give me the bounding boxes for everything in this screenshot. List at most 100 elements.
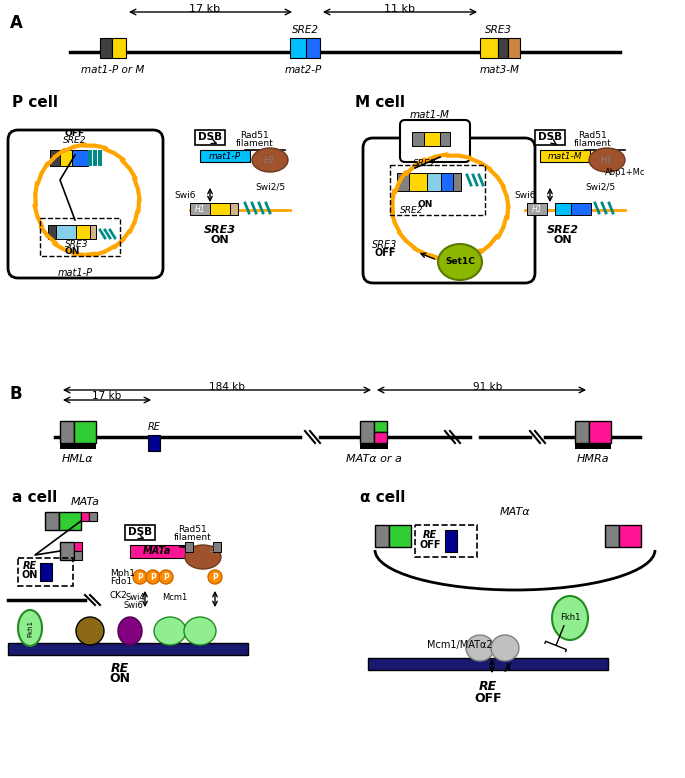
Text: ✗: ✗ — [503, 661, 513, 675]
Text: 184 kb: 184 kb — [209, 382, 245, 392]
Text: filament: filament — [174, 534, 212, 542]
Text: Fdo1: Fdo1 — [110, 577, 132, 587]
Text: HMRa: HMRa — [577, 454, 610, 464]
Bar — [498, 38, 508, 58]
Text: mat2-P: mat2-P — [284, 65, 322, 75]
FancyBboxPatch shape — [8, 130, 163, 278]
Text: OFF: OFF — [474, 692, 502, 705]
Text: SRE3: SRE3 — [65, 240, 88, 248]
Bar — [45, 512, 59, 530]
Bar — [374, 432, 387, 443]
Text: Fkh1: Fkh1 — [27, 619, 33, 636]
Bar — [427, 173, 441, 191]
Bar — [412, 132, 424, 146]
Bar — [98, 150, 102, 166]
Bar — [540, 150, 590, 162]
Bar — [440, 132, 450, 146]
Bar — [508, 38, 520, 58]
Circle shape — [208, 570, 222, 584]
Bar — [76, 225, 90, 239]
Text: MATα or a: MATα or a — [346, 454, 402, 464]
Bar — [397, 173, 409, 191]
Text: Rad51: Rad51 — [579, 131, 608, 139]
Text: mat1-M: mat1-M — [410, 110, 450, 120]
Bar — [60, 421, 74, 443]
Bar — [89, 512, 97, 521]
Text: RE: RE — [147, 422, 160, 432]
Bar — [415, 525, 477, 557]
Bar — [74, 542, 82, 551]
Bar — [59, 512, 81, 530]
Text: P: P — [212, 573, 218, 581]
Text: mat1-P: mat1-P — [58, 268, 92, 278]
Text: MATα: MATα — [499, 507, 530, 517]
Bar — [190, 203, 210, 215]
Text: ON: ON — [553, 235, 572, 245]
Text: MATa: MATa — [71, 497, 99, 507]
Text: Mph1: Mph1 — [110, 569, 135, 577]
Text: B: B — [10, 385, 23, 403]
Bar — [290, 38, 306, 58]
Bar — [48, 225, 56, 239]
Text: ON: ON — [417, 199, 433, 209]
Text: H1: H1 — [532, 205, 543, 213]
Bar — [125, 525, 155, 540]
Ellipse shape — [466, 635, 494, 661]
FancyBboxPatch shape — [400, 120, 470, 162]
Bar — [100, 38, 112, 58]
Bar — [74, 551, 82, 560]
Text: ON: ON — [211, 235, 229, 245]
Bar — [480, 38, 498, 58]
Ellipse shape — [552, 596, 588, 640]
Text: P: P — [163, 573, 169, 581]
Bar — [148, 435, 160, 451]
Text: SRE3: SRE3 — [484, 25, 512, 35]
Text: A: A — [10, 14, 23, 32]
Bar — [185, 542, 193, 552]
Bar — [88, 150, 92, 166]
Bar — [230, 203, 238, 215]
Text: Swi4: Swi4 — [125, 593, 145, 601]
Text: SRE2: SRE2 — [547, 225, 579, 235]
Bar — [619, 525, 641, 547]
Text: 17 kb: 17 kb — [92, 391, 122, 401]
Bar — [112, 38, 126, 58]
Bar — [453, 173, 461, 191]
Bar — [200, 150, 250, 162]
Bar — [575, 421, 589, 443]
Text: H1: H1 — [601, 156, 613, 164]
Circle shape — [146, 570, 160, 584]
Ellipse shape — [18, 610, 42, 646]
Circle shape — [159, 570, 173, 584]
Text: Set1C: Set1C — [445, 258, 475, 267]
Bar — [575, 443, 611, 449]
Text: ON: ON — [22, 570, 38, 580]
Text: Mcm1: Mcm1 — [162, 593, 188, 601]
Text: SRE2: SRE2 — [292, 25, 319, 35]
Bar — [50, 150, 60, 166]
Bar — [74, 421, 96, 443]
Text: Fkh1: Fkh1 — [560, 614, 580, 622]
Bar — [571, 203, 591, 215]
Text: mat1-P: mat1-P — [209, 152, 241, 160]
Text: mat3-M: mat3-M — [480, 65, 520, 75]
Text: α cell: α cell — [360, 490, 406, 505]
Ellipse shape — [185, 545, 221, 569]
Ellipse shape — [76, 617, 104, 645]
Text: SRE3: SRE3 — [373, 240, 398, 250]
Bar — [18, 558, 73, 586]
Text: 91 kb: 91 kb — [473, 382, 502, 392]
Text: Rad51: Rad51 — [179, 525, 208, 534]
Ellipse shape — [589, 148, 625, 172]
Text: mat1-P or M: mat1-P or M — [82, 65, 145, 75]
Text: RE: RE — [23, 561, 37, 571]
Bar — [360, 421, 374, 443]
Text: DSB: DSB — [538, 132, 562, 142]
Text: H1: H1 — [195, 205, 206, 213]
Ellipse shape — [184, 617, 216, 645]
Text: CK2: CK2 — [110, 591, 127, 600]
Text: SRE2: SRE2 — [63, 135, 87, 145]
Text: SRE2: SRE2 — [400, 205, 424, 215]
Text: Swi2/5: Swi2/5 — [585, 183, 615, 191]
Text: filament: filament — [574, 138, 612, 148]
